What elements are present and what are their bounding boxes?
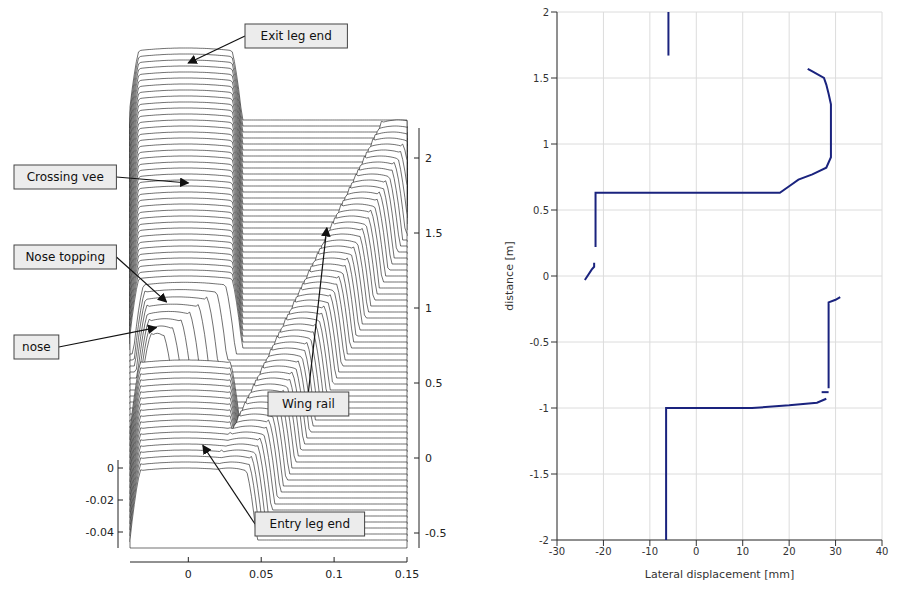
svg-text:Crossing vee: Crossing vee	[27, 170, 104, 184]
svg-text:-2: -2	[539, 535, 549, 546]
svg-text:-0.5: -0.5	[529, 337, 549, 348]
svg-text:0.1: 0.1	[325, 568, 343, 581]
svg-text:0.15: 0.15	[395, 568, 420, 581]
svg-text:nose: nose	[22, 340, 51, 354]
svg-text:Wing rail: Wing rail	[282, 397, 335, 411]
svg-text:-1.5: -1.5	[529, 469, 549, 480]
svg-text:-0.02: -0.02	[86, 494, 114, 507]
svg-text:-30: -30	[549, 546, 565, 557]
svg-text:0.5: 0.5	[425, 377, 443, 390]
svg-text:0: 0	[107, 462, 114, 475]
svg-text:2: 2	[543, 7, 549, 18]
svg-text:Nose topping: Nose topping	[25, 250, 105, 264]
svg-text:Entry leg end: Entry leg end	[270, 517, 351, 531]
svg-text:Lateral displacement [mm]: Lateral displacement [mm]	[645, 568, 794, 581]
svg-text:0.5: 0.5	[533, 205, 549, 216]
svg-text:1.5: 1.5	[533, 73, 549, 84]
svg-text:0: 0	[693, 546, 699, 557]
svg-text:40: 40	[876, 546, 889, 557]
svg-text:20: 20	[783, 546, 796, 557]
svg-text:-0.5: -0.5	[425, 527, 446, 540]
svg-text:0: 0	[425, 452, 432, 465]
svg-text:0.05: 0.05	[249, 568, 274, 581]
svg-text:10: 10	[736, 546, 749, 557]
svg-text:-1: -1	[539, 403, 549, 414]
svg-text:0: 0	[543, 271, 549, 282]
svg-text:1: 1	[543, 139, 549, 150]
svg-text:30: 30	[829, 546, 842, 557]
svg-text:1.5: 1.5	[425, 227, 443, 240]
svg-text:-10: -10	[642, 546, 658, 557]
svg-text:2: 2	[425, 152, 432, 165]
svg-text:1: 1	[425, 302, 432, 315]
svg-text:distance [m]: distance [m]	[503, 241, 516, 310]
svg-text:-0.04: -0.04	[86, 526, 114, 539]
svg-text:0: 0	[185, 568, 192, 581]
svg-text:-20: -20	[595, 546, 611, 557]
svg-text:Exit leg end: Exit leg end	[261, 29, 332, 43]
